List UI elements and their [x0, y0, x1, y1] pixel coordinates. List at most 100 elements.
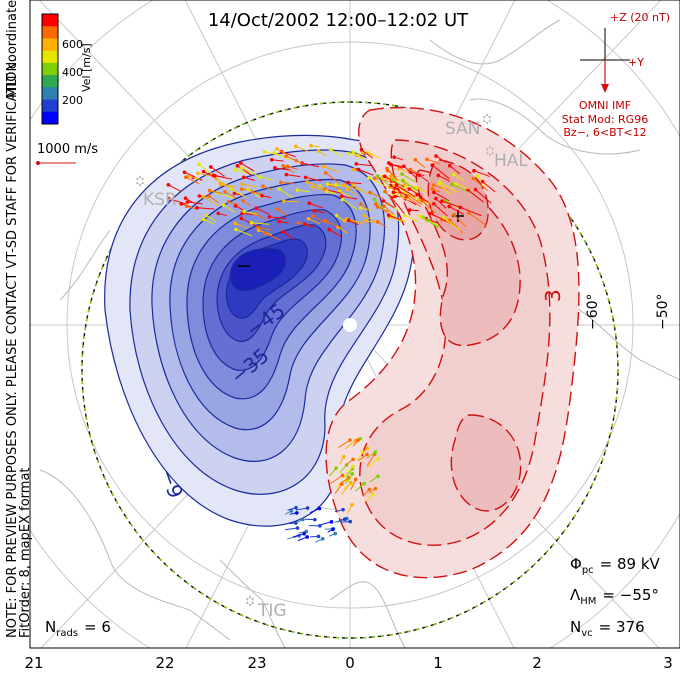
velocity-vector-dot [376, 474, 380, 479]
velocity-vector-dot [303, 175, 308, 180]
velocity-vector-dot [372, 176, 377, 181]
mlt-label-0: 0 [345, 654, 355, 672]
velocity-vector [251, 222, 270, 225]
colorbar-segment [42, 62, 58, 76]
velocity-vector-dot [342, 183, 346, 187]
velocity-vector-dot [371, 492, 375, 496]
velocity-vector [404, 184, 423, 190]
velocity-vector [339, 190, 353, 198]
velocity-vector [259, 176, 274, 181]
velocity-vector-dot [342, 454, 346, 459]
velocity-vector [282, 165, 295, 174]
velocity-vector-dot [334, 466, 338, 470]
velocity-vector-dot [242, 209, 247, 214]
velocity-vector-dot [437, 181, 442, 186]
velocity-vector-dot [275, 147, 279, 151]
stat-lambda-sub: HM [580, 596, 596, 607]
velocity-vector [283, 231, 295, 240]
velocity-vector-dot [183, 196, 188, 200]
velocity-vector-dot [350, 502, 354, 507]
velocity-vector [410, 171, 425, 177]
velocity-vector-dot [221, 203, 226, 207]
velocity-vector-dot [346, 218, 351, 223]
velocity-vector [455, 183, 469, 190]
velocity-vector [369, 192, 384, 200]
velocity-vector-dot [340, 473, 345, 478]
stat-nrads-value: = 6 [84, 618, 111, 636]
velocity-vector [441, 200, 460, 208]
velocity-vector [309, 202, 323, 209]
velocity-vector [228, 201, 240, 206]
geomagnetic-pole-marker [343, 318, 357, 332]
velocity-vector-dot [207, 194, 211, 198]
velocity-vector [409, 188, 420, 196]
velocity-vector-dot [390, 178, 395, 182]
velocity-vector-dot [240, 182, 245, 186]
velocity-vector-dot [373, 202, 378, 207]
velocity-vector-dot [356, 438, 360, 442]
stat-lambda-value: = −55° [602, 586, 659, 604]
velocity-vector-dot [434, 154, 438, 158]
colorbar-tick-400: 400 [62, 66, 83, 79]
station-label-hal: HAL [494, 151, 528, 171]
velocity-vector-dot [418, 214, 422, 218]
station-markers [136, 113, 494, 607]
velocity-vector [421, 200, 436, 214]
dusk-convection-cell [104, 134, 417, 527]
velocity-vector-dot [400, 172, 404, 176]
velocity-vector-dot [402, 213, 407, 217]
velocity-vector-dot [348, 519, 353, 524]
stat-phi-value: = 89 kV [600, 555, 661, 573]
velocity-vector-dot [317, 506, 322, 511]
velocity-vector [386, 168, 398, 181]
velocity-vector [295, 507, 308, 511]
velocity-vector-dot [294, 144, 298, 149]
velocity-vector [312, 186, 327, 192]
velocity-vector [203, 196, 219, 207]
hm-boundary-inner [81, 101, 619, 639]
velocity-vector-dot [295, 526, 300, 530]
velocity-vector [389, 186, 405, 198]
colorbar-segment [42, 38, 58, 52]
velocity-vector [431, 164, 450, 180]
stat-nvc-sub: vc [581, 628, 592, 639]
velocity-vector-dot [430, 163, 435, 167]
velocity-vector [475, 189, 492, 204]
velocity-vector [269, 216, 287, 220]
velocity-vector-dot [258, 175, 262, 179]
velocity-vector [220, 184, 233, 188]
velocity-vector-dot [458, 205, 463, 210]
velocity-vector [348, 219, 359, 226]
velocity-vector-dot [480, 179, 485, 184]
velocity-vector-dot [436, 173, 441, 178]
velocity-vector-dot [451, 172, 456, 177]
velocity-vector-dot [440, 199, 444, 203]
velocity-vector-dot [208, 165, 213, 169]
station-marker-tig [246, 595, 254, 607]
velocity-vector-dot [316, 149, 321, 153]
velocity-vector-dot [323, 171, 328, 175]
velocity-vector-dot [305, 535, 309, 539]
velocity-vector-dot [346, 180, 350, 185]
colorbar-tick-600: 600 [62, 38, 83, 51]
velocity-vector-dot [328, 147, 333, 152]
velocity-vector [361, 149, 374, 159]
velocity-vector-dot [289, 509, 294, 513]
velocity-vector-dot [447, 204, 452, 209]
stat-nvc-symbol: N [570, 618, 581, 636]
velocity-vector-dot [431, 183, 436, 187]
velocity-vector-dot [270, 157, 274, 162]
velocity-vector-dot [249, 221, 254, 225]
velocity-vector-dot [216, 211, 221, 216]
velocity-vector [220, 182, 237, 188]
velocity-vector-dot [276, 207, 280, 212]
velocity-vector-dot [261, 184, 265, 188]
velocity-vector-dot [454, 181, 458, 186]
svg-text:Nvc= 376: Nvc = 376 [570, 618, 645, 639]
velocity-vector [334, 483, 343, 494]
velocity-vector [402, 180, 418, 192]
velocity-vector-dot [353, 438, 358, 443]
station-label-tig: TIG [257, 601, 287, 621]
velocity-vector-dot [305, 506, 310, 510]
velocity-vector [404, 191, 419, 200]
